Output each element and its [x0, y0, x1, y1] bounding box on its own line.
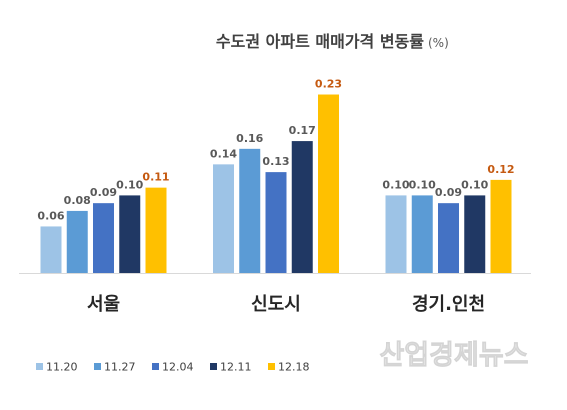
- category-label: 경기.인천: [412, 294, 485, 315]
- legend-label: 11.20: [46, 361, 78, 374]
- legend-item: 11.27: [94, 361, 136, 374]
- legend-label: 12.11: [220, 361, 252, 374]
- bar: [318, 94, 339, 274]
- legend-label: 12.04: [162, 361, 194, 374]
- value-label: 0.08: [64, 194, 91, 207]
- value-label: 0.16: [236, 132, 263, 145]
- bar: [145, 187, 167, 273]
- bar-group: 0.060.080.090.100.11: [37, 171, 170, 273]
- category-label: 신도시: [251, 294, 301, 315]
- value-label: 0.10: [461, 178, 488, 191]
- chart-title: 수도권 아파트 매매가격 변동률: [216, 32, 424, 51]
- bar-group: 0.14 0.16 0.13 0.17 0.23: [210, 78, 342, 274]
- value-label: 0.11: [142, 171, 169, 184]
- category-label: 서울: [87, 294, 120, 315]
- legend: 11.20 11.27 12.04 12.11 12.18: [36, 361, 310, 374]
- value-label: 0.23: [315, 78, 342, 91]
- value-label: 0.10: [382, 178, 409, 191]
- bar: [385, 195, 407, 273]
- bar: [119, 195, 141, 273]
- legend-item: 12.04: [152, 361, 194, 374]
- value-label: 0.14: [210, 147, 237, 160]
- bar: [213, 164, 234, 273]
- bar-group: 0.10 0.100.090.100.12: [382, 163, 515, 273]
- watermark: 산업경제뉴스: [379, 340, 528, 371]
- bar: [490, 179, 512, 273]
- bar: [66, 210, 88, 273]
- legend-swatch: [210, 363, 217, 370]
- bar: [411, 195, 433, 273]
- legend-label: 11.27: [104, 361, 136, 374]
- bar: [265, 172, 287, 273]
- bar: [464, 195, 486, 273]
- legend-item: 12.11: [210, 361, 252, 374]
- value-label: 0.10: [409, 178, 436, 191]
- bar: [239, 148, 261, 273]
- legend-swatch: [268, 363, 275, 370]
- legend-item: 12.18: [268, 361, 310, 374]
- value-label: 0.09: [90, 186, 117, 199]
- value-label: 0.09: [435, 186, 462, 199]
- legend-swatch: [36, 363, 43, 370]
- chart-title-unit: (%): [428, 36, 449, 50]
- value-label: 0.17: [289, 124, 316, 137]
- value-label: 0.12: [487, 163, 514, 176]
- bar: [40, 226, 62, 273]
- legend-label: 12.18: [278, 361, 310, 374]
- legend-swatch: [94, 363, 101, 370]
- bar: [291, 141, 313, 273]
- value-label: 0.10: [116, 178, 143, 191]
- legend-item: 11.20: [36, 361, 78, 374]
- value-label: 0.06: [37, 209, 64, 222]
- legend-swatch: [152, 363, 159, 370]
- bar: [438, 203, 459, 273]
- plot-area: 0.060.080.090.100.11서울0.140.160.130.170.…: [37, 78, 514, 315]
- value-label: 0.13: [262, 155, 289, 168]
- bar: [93, 203, 114, 273]
